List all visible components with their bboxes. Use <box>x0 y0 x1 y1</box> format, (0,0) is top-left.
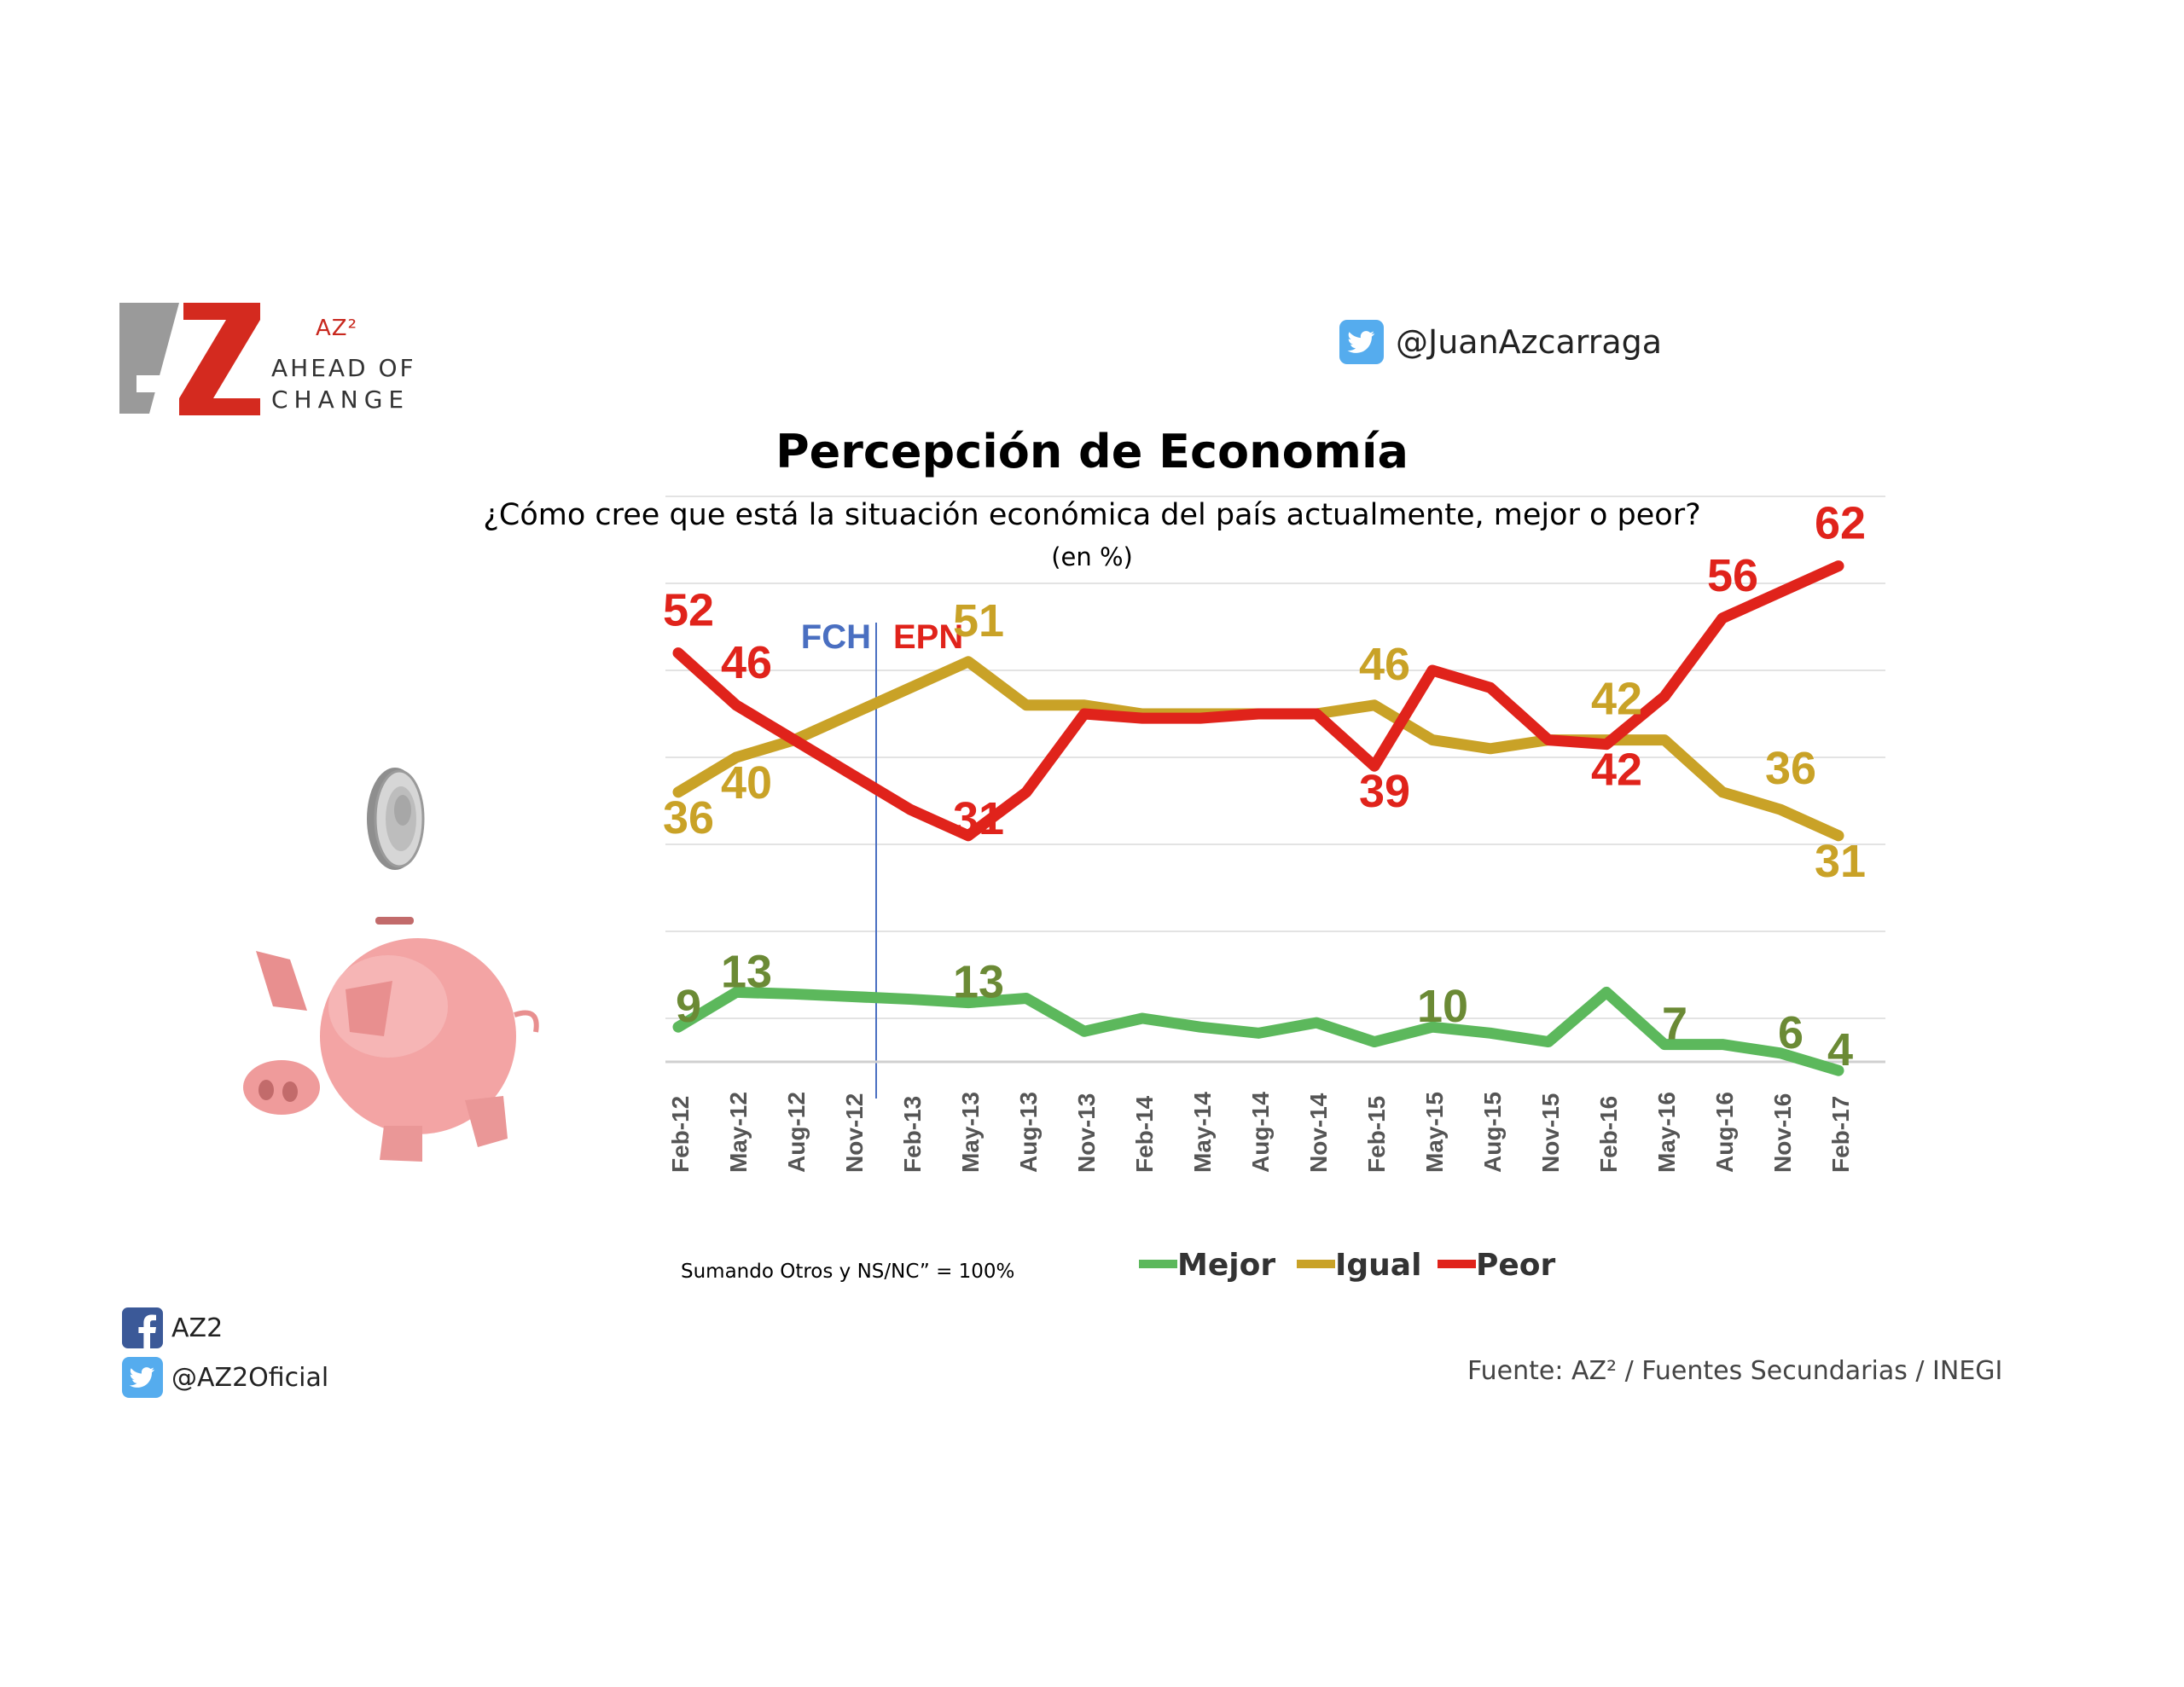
twitter-link-bottom[interactable]: @AZ2Oficial <box>122 1357 328 1398</box>
facebook-link[interactable]: AZ2 <box>122 1307 328 1348</box>
x-tick-label: Nov-14 <box>1305 1093 1332 1173</box>
az2-logo <box>119 303 260 415</box>
x-tick-label: Nov-15 <box>1537 1093 1564 1173</box>
twitter-handle-header[interactable]: @JuanAzcarraga <box>1339 320 1662 364</box>
data-label-igual: 31 <box>1815 836 1866 887</box>
data-label-mejor: 13 <box>721 946 772 997</box>
data-label-igual: 36 <box>1765 743 1816 794</box>
x-tick-label: Aug-15 <box>1479 1092 1506 1173</box>
legend-label-peor: Peor <box>1476 1248 1556 1283</box>
legend-label-igual: Igual <box>1335 1248 1421 1283</box>
x-tick-label: Aug-12 <box>783 1092 810 1173</box>
data-label-peor: 42 <box>1591 745 1642 796</box>
series-lines <box>672 560 1844 1076</box>
x-tick-label: Aug-16 <box>1711 1092 1738 1173</box>
twitter-icon <box>122 1357 163 1398</box>
x-tick-label: Nov-13 <box>1073 1093 1100 1173</box>
series-line-mejor <box>672 986 1844 1076</box>
x-tick-label: May-12 <box>725 1092 752 1173</box>
data-label-mejor: 6 <box>1778 1007 1804 1058</box>
page-question: ¿Cómo cree que está la situación económi… <box>483 498 1701 532</box>
x-tick-label: Feb-12 <box>667 1096 694 1173</box>
legend: Mejor Igual Peor <box>1139 1248 1556 1283</box>
data-label-mejor: 4 <box>1827 1024 1853 1075</box>
twitter-handle-text: @JuanAzcarraga <box>1396 323 1663 361</box>
data-label-igual: 51 <box>953 595 1004 646</box>
x-tick-label: Feb-13 <box>899 1096 926 1173</box>
data-label-igual: 40 <box>721 757 772 809</box>
twitter-text: @AZ2Oficial <box>171 1362 329 1393</box>
page-units: (en %) <box>1051 542 1133 571</box>
data-label-mejor: 7 <box>1662 999 1687 1050</box>
footnote: Sumando Otros y NS/NC” = 100% <box>681 1261 1015 1283</box>
social-links: AZ2 @AZ2Oficial <box>122 1307 328 1406</box>
data-label-mejor: 10 <box>1417 981 1468 1032</box>
piggy-bank-icon <box>243 917 539 1162</box>
x-tick-label: Feb-16 <box>1595 1096 1622 1173</box>
x-tick-label: Aug-14 <box>1247 1092 1274 1173</box>
coin-icon <box>367 768 425 870</box>
data-label-peor: 31 <box>953 793 1004 844</box>
data-label-peor: 46 <box>721 637 772 688</box>
facebook-text: AZ2 <box>171 1313 224 1343</box>
data-label-peor: 56 <box>1707 550 1758 601</box>
epn-label: EPN <box>893 618 963 656</box>
data-label-igual: 42 <box>1591 674 1642 725</box>
chart-grid <box>665 496 1885 1019</box>
facebook-icon <box>122 1307 163 1348</box>
series-line-peor <box>672 560 1844 842</box>
logo-superscript: AZ² <box>316 316 358 341</box>
data-label-peor: 39 <box>1359 766 1410 817</box>
legend-label-mejor: Mejor <box>1177 1248 1275 1283</box>
data-label-peor: 62 <box>1815 498 1866 549</box>
x-tick-label: Aug-13 <box>1015 1092 1042 1173</box>
x-tick-label: May-13 <box>957 1092 984 1173</box>
data-label-mejor: 13 <box>953 957 1004 1008</box>
logo-line-1: AHEAD OF <box>271 354 416 382</box>
fch-label: FCH <box>801 618 871 656</box>
data-label-mejor: 9 <box>676 981 701 1032</box>
x-tick-label: May-15 <box>1421 1092 1448 1173</box>
data-label-peor: 52 <box>663 585 714 636</box>
page-title: Percepción de Economía <box>775 425 1409 478</box>
x-tick-label: Nov-16 <box>1769 1093 1796 1173</box>
source-note: Fuente: AZ² / Fuentes Secundarias / INEG… <box>1467 1356 2003 1386</box>
x-tick-label: May-14 <box>1189 1092 1216 1173</box>
data-label-igual: 46 <box>1359 639 1410 690</box>
x-axis-tick-labels: Feb-12 May-12 Aug-12 Nov-12 Feb-13 May-13 Aug-… <box>667 1092 1854 1173</box>
x-tick-label: May-16 <box>1653 1092 1680 1173</box>
x-tick-label: Feb-15 <box>1363 1096 1390 1173</box>
data-label-igual: 36 <box>663 792 714 844</box>
twitter-icon <box>1339 320 1384 364</box>
x-tick-label: Feb-14 <box>1131 1095 1158 1173</box>
x-tick-label: Feb-17 <box>1827 1096 1854 1173</box>
x-tick-label: Nov-12 <box>841 1093 868 1173</box>
logo-line-2: CHANGE <box>271 386 410 414</box>
